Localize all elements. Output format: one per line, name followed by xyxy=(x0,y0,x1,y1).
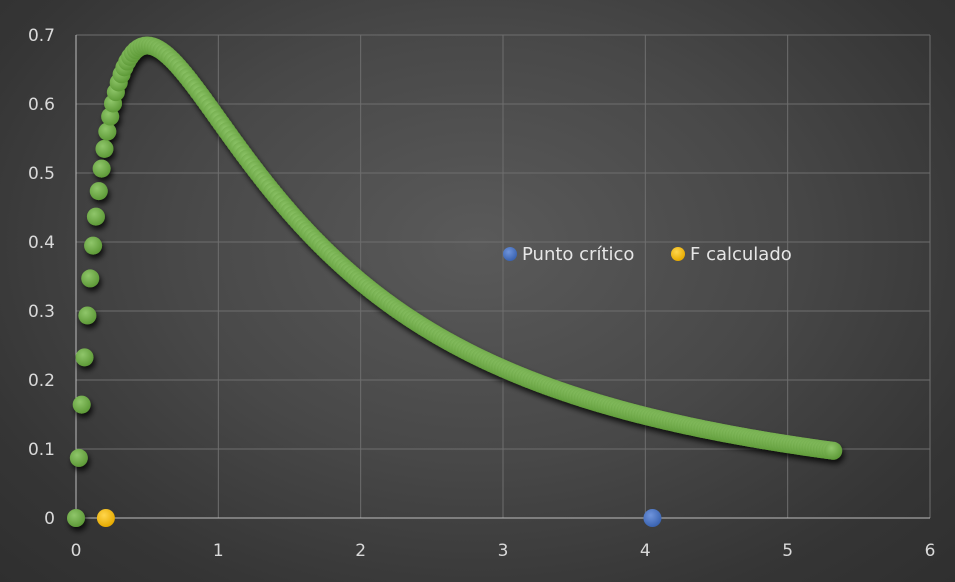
curve-point xyxy=(86,207,105,226)
curve-point xyxy=(84,236,103,255)
y-tick-label: 0.3 xyxy=(28,302,55,322)
curve-point xyxy=(89,182,108,201)
x-tick-label: 1 xyxy=(213,541,224,561)
y-tick-label: 0.5 xyxy=(28,164,55,184)
curve-point xyxy=(69,448,88,467)
curve-point xyxy=(72,395,91,414)
y-tick-label: 0.7 xyxy=(28,26,55,46)
x-tick-label: 0 xyxy=(71,541,82,561)
legend-swatch-critical xyxy=(503,247,517,261)
curve-point xyxy=(78,306,97,325)
y-tick-label: 0.4 xyxy=(28,233,55,253)
x-tick-label: 6 xyxy=(925,541,936,561)
axes xyxy=(75,35,930,519)
distribution-curve-series xyxy=(67,36,843,527)
legend-swatch-calculated xyxy=(671,247,685,261)
y-tick-label: 0 xyxy=(44,509,55,529)
x-tick-label: 3 xyxy=(498,541,509,561)
x-tick-label: 2 xyxy=(355,541,366,561)
curve-point xyxy=(81,269,100,288)
curve-point xyxy=(67,509,85,527)
curve-point xyxy=(95,139,114,158)
critical-point-marker xyxy=(643,509,662,527)
curve-point xyxy=(92,159,111,178)
y-tick-label: 0.6 xyxy=(28,95,55,115)
y-tick-label: 0.2 xyxy=(28,371,55,391)
curve-point xyxy=(98,122,117,141)
curve-point xyxy=(75,348,94,367)
gridlines xyxy=(76,34,931,518)
marker-series xyxy=(96,509,662,527)
y-tick-label: 0.1 xyxy=(28,440,55,460)
x-tick-label: 4 xyxy=(640,541,651,561)
legend: Punto crítico F calculado xyxy=(503,244,792,265)
legend-label: F calculado xyxy=(690,244,792,265)
x-tick-labels: 0 1 2 3 4 5 6 xyxy=(71,541,936,561)
x-tick-label: 5 xyxy=(782,541,793,561)
curve-point xyxy=(824,441,843,460)
f-calculated-marker xyxy=(96,509,115,527)
legend-label: Punto crítico xyxy=(522,244,634,265)
y-tick-labels: 0 0.1 0.2 0.3 0.4 0.5 0.6 0.7 xyxy=(28,26,55,529)
